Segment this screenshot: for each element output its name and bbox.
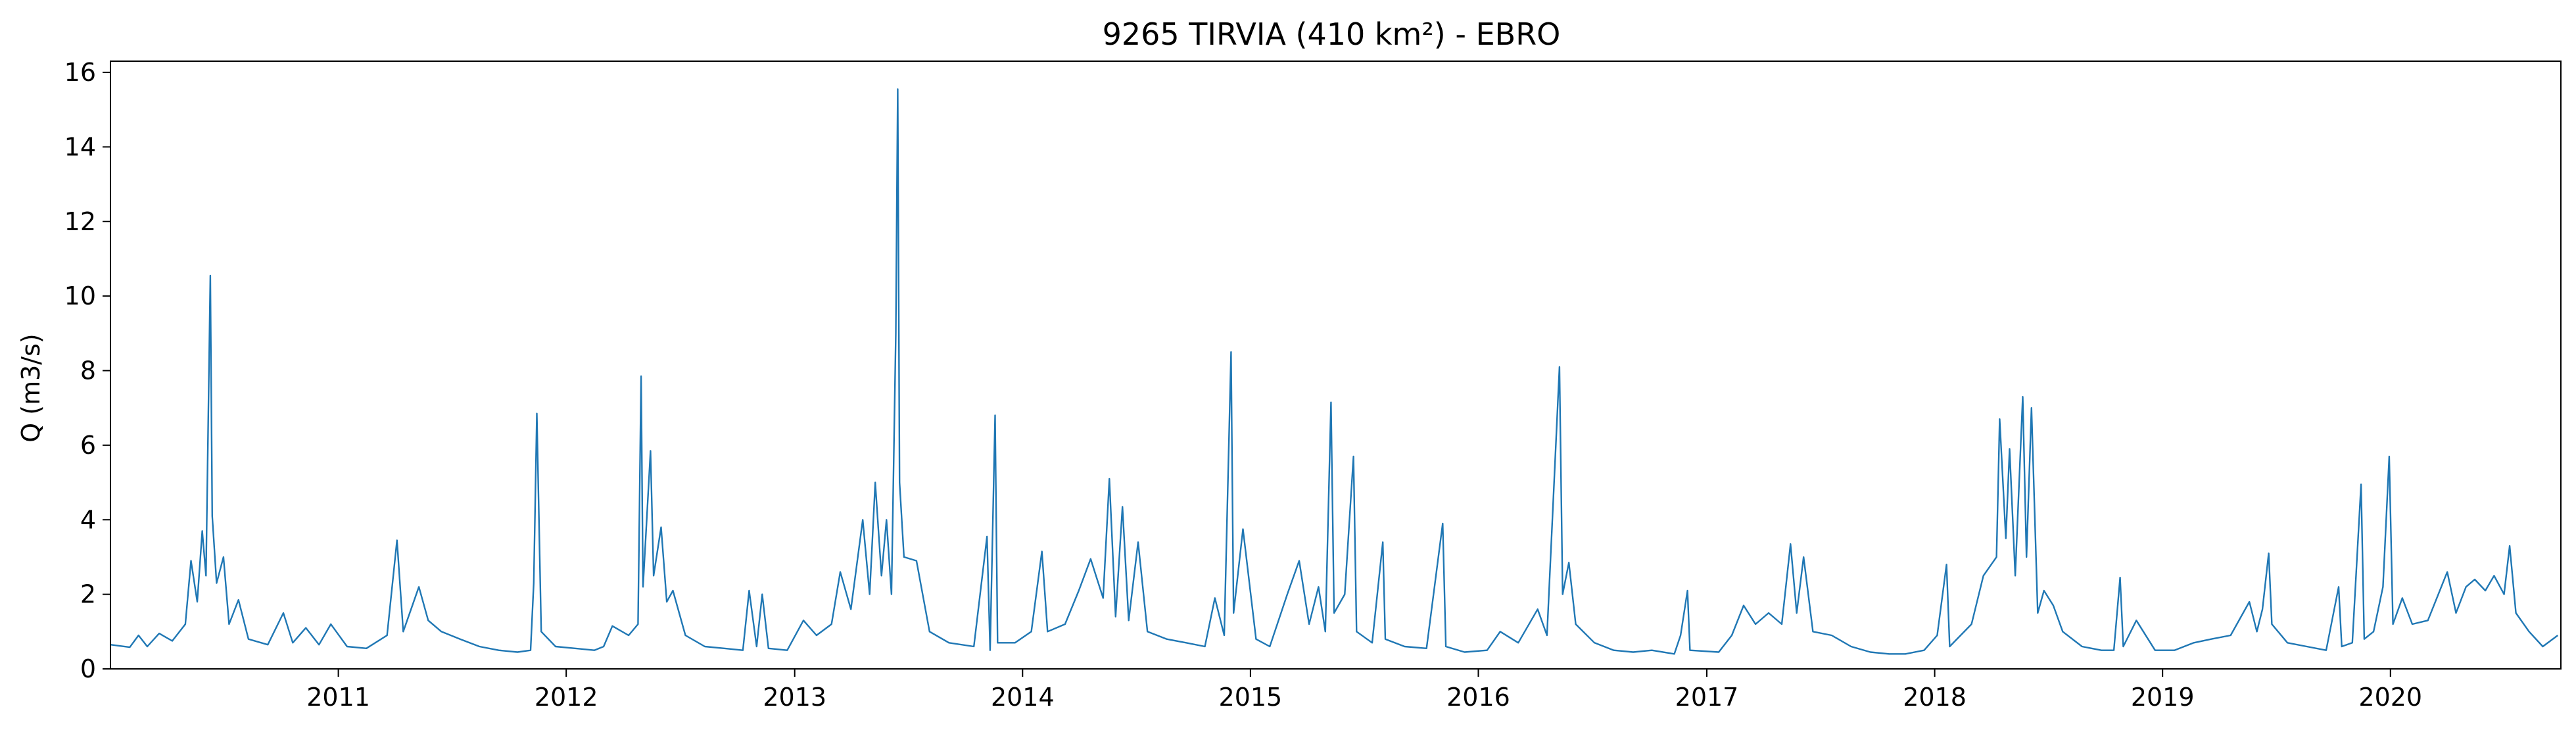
plot-area: 0 2 4 6 8 10 12 14 16 2011 2012 2013 2014 2015 2016 201…	[64, 58, 2562, 712]
x-tick-label: 2012	[535, 683, 598, 712]
x-tick-label: 2011	[306, 683, 370, 712]
x-tick-label: 2013	[763, 683, 826, 712]
y-tick-label: 10	[64, 281, 96, 310]
y-tick-label: 16	[64, 58, 96, 87]
y-tick-label: 6	[80, 431, 96, 460]
y-tick-label: 8	[80, 356, 96, 385]
y-axis-label: Q (m3/s)	[16, 333, 45, 442]
x-tick-label: 2014	[991, 683, 1055, 712]
series-line-0	[110, 88, 2559, 655]
y-tick-label: 12	[64, 207, 96, 236]
y-tick-label: 4	[80, 505, 96, 534]
x-tick-label: 2017	[1675, 683, 1739, 712]
plot-frame	[110, 61, 2562, 670]
x-tick-label: 2018	[1903, 683, 1967, 712]
x-tick-label: 2015	[1219, 683, 1283, 712]
y-tick-label: 0	[80, 654, 96, 683]
x-tick-label: 2020	[2358, 683, 2422, 712]
x-tick-label: 2019	[2131, 683, 2195, 712]
chart-title: 9265 TIRVIA (410 km²) - EBRO	[1103, 16, 1561, 52]
x-tick-label: 2016	[1446, 683, 1510, 712]
y-tick-label: 14	[64, 132, 96, 161]
y-tick-label: 2	[80, 580, 96, 609]
